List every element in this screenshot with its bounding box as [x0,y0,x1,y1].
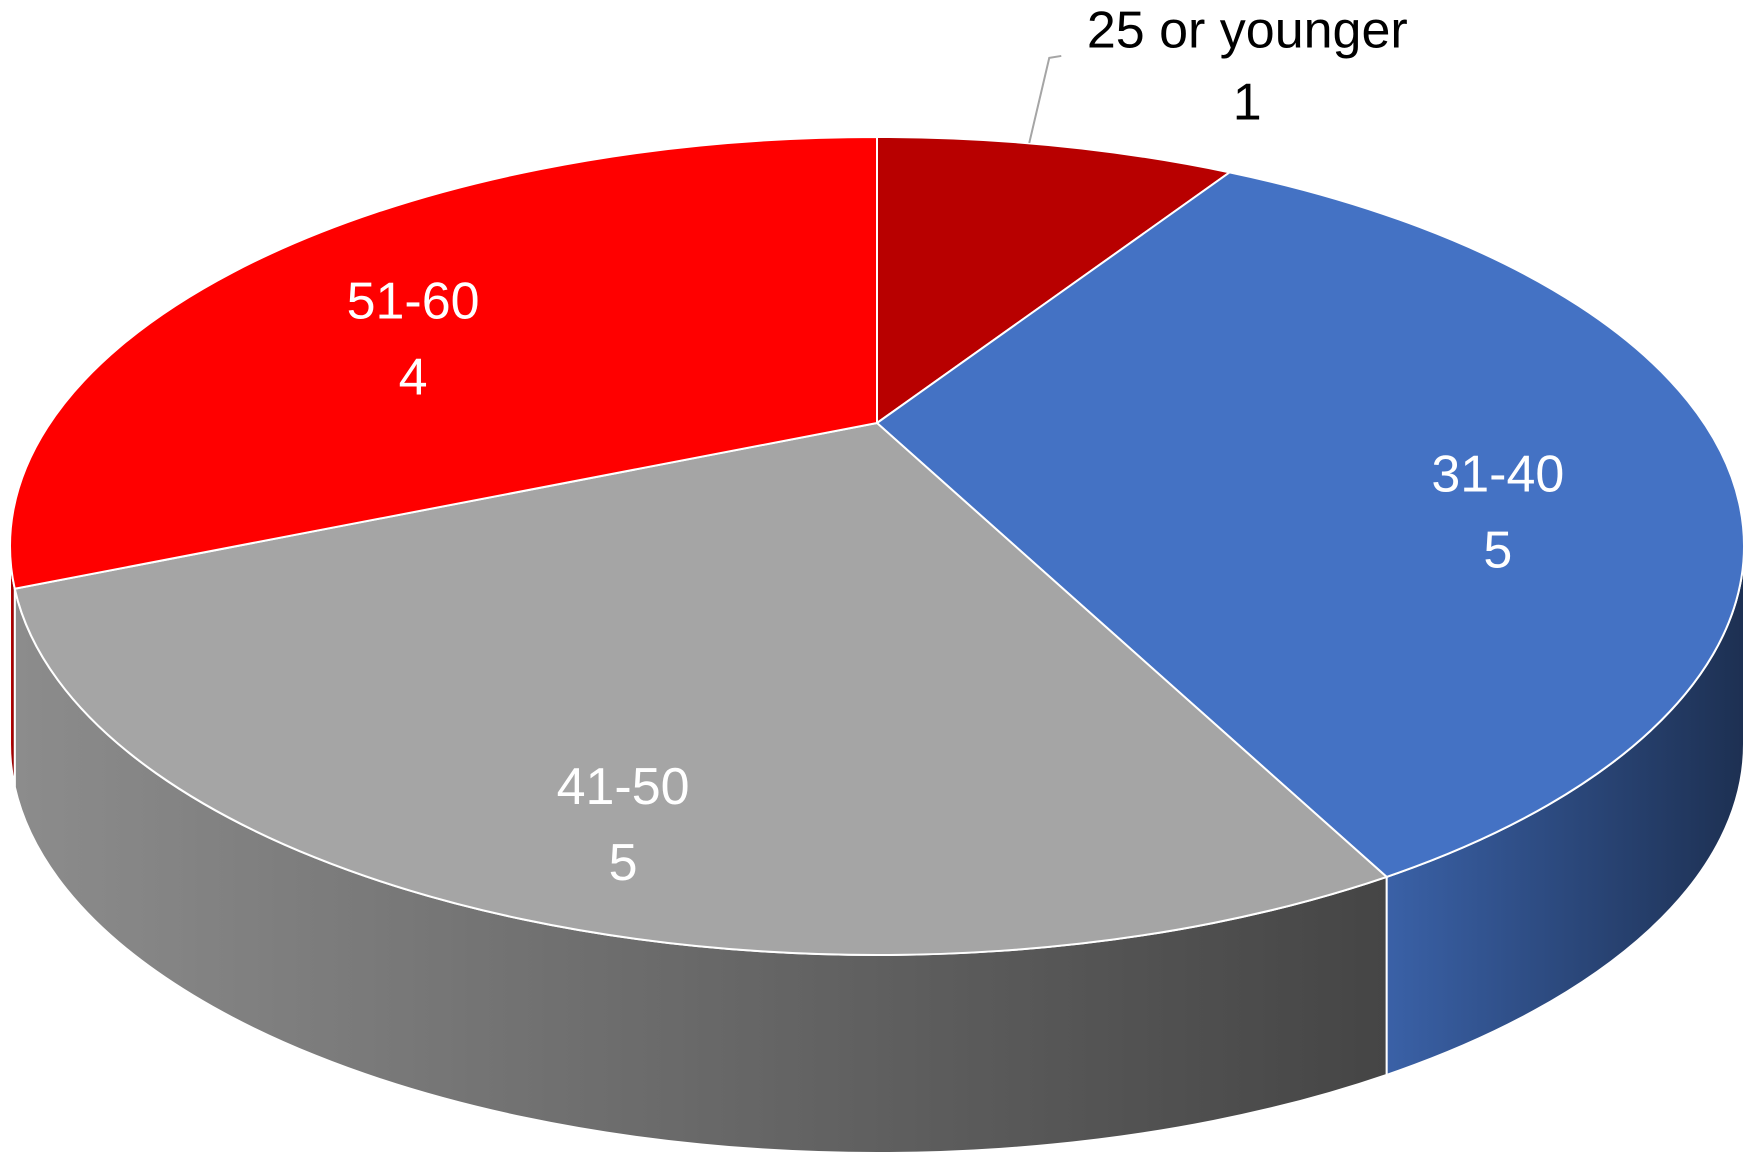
category-label: 31-40 [1431,446,1564,504]
data-labels: 25 or younger 1 31-40 5 41-50 5 51-60 4 [347,2,1565,892]
value-label: 5 [1483,522,1512,580]
value-label: 1 [1233,74,1262,132]
value-label: 5 [609,834,638,892]
pie-tops [9,135,1745,956]
category-label: 51-60 [347,272,480,330]
category-label: 41-50 [557,758,690,816]
slice [875,171,1745,879]
slice [13,421,1389,956]
slice [876,135,1233,425]
leader-line [1028,54,1062,144]
category-label: 25 or younger [1087,2,1408,60]
value-label: 4 [399,348,428,406]
slice [9,135,878,590]
